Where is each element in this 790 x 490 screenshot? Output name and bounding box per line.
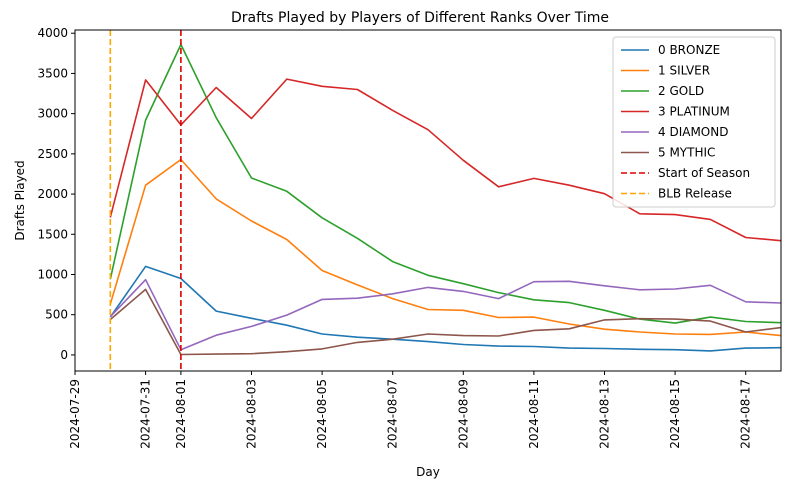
y-tick-label-8: 4000: [37, 26, 68, 40]
x-tick-label-8: 2024-08-13: [598, 379, 612, 449]
y-tick-label-6: 3000: [37, 107, 68, 121]
x-tick-label-10: 2024-08-17: [739, 379, 753, 449]
y-tick-label-1: 500: [45, 308, 68, 322]
y-tick-label-3: 1500: [37, 227, 68, 241]
series-line-1: [109, 158, 781, 337]
plot-lines: [109, 43, 781, 356]
x-axis-label: Day: [416, 465, 440, 479]
reference-lines: [109, 30, 182, 371]
y-tick-label-7: 3500: [37, 66, 68, 80]
y-tick-label-2: 1000: [37, 267, 68, 281]
series-line-2: [109, 43, 781, 324]
y-tick-label-5: 2500: [37, 147, 68, 161]
x-tick-label-9: 2024-08-15: [668, 379, 682, 449]
chart-title: Drafts Played by Players of Different Ra…: [231, 10, 609, 26]
x-tick-label-1: 2024-07-31: [139, 379, 153, 449]
series-line-0: [109, 265, 781, 352]
plot-frame: [74, 29, 782, 372]
legend-label-7: BLB Release: [658, 187, 732, 201]
x-tick-label-4: 2024-08-05: [315, 379, 329, 449]
y-tick-label-4: 2000: [37, 187, 68, 201]
x-tick-label-7: 2024-08-11: [527, 379, 541, 449]
y-axis-ticks: 0 500 1000 1500 2000 2500 3000 3500 4000: [37, 26, 75, 362]
y-tick-label-0: 0: [60, 348, 68, 362]
series-line-4: [109, 278, 781, 351]
series-line-3: [109, 78, 781, 242]
legend-label-1: 1 SILVER: [658, 64, 710, 78]
legend-label-5: 5 MYTHIC: [658, 146, 715, 160]
x-tick-label-0: 2024-07-29: [68, 379, 82, 449]
legend: 0 BRONZE 1 SILVER 2 GOLD 3 PLATINUM 4 DIAMON…: [612, 36, 776, 208]
x-tick-label-5: 2024-08-07: [386, 379, 400, 449]
legend-label-4: 4 DIAMOND: [658, 125, 728, 139]
series-line-5: [109, 288, 781, 356]
y-axis-label: Drafts Played: [13, 160, 27, 240]
x-tick-label-3: 2024-08-03: [245, 379, 259, 449]
legend-label-0: 0 BRONZE: [658, 43, 720, 57]
legend-label-2: 2 GOLD: [658, 84, 704, 98]
x-tick-label-6: 2024-08-09: [456, 379, 470, 449]
legend-label-3: 3 PLATINUM: [658, 105, 730, 119]
legend-box: [612, 36, 776, 208]
x-tick-label-2: 2024-08-01: [174, 379, 188, 449]
x-axis-ticks: 2024-07-29 2024-07-31 2024-08-01 2024-08-03…: [68, 371, 753, 449]
legend-label-6: Start of Season: [658, 166, 750, 180]
